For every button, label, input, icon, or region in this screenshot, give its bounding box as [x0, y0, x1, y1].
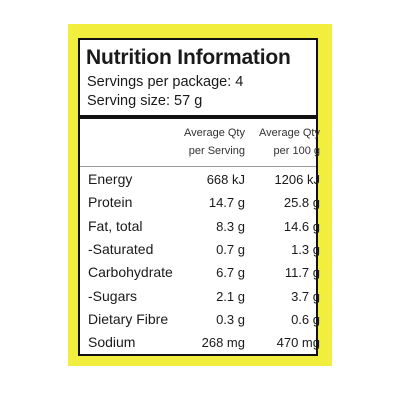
nutrient-name: Sodium [88, 334, 136, 351]
nutrient-name: Carbohydrate [88, 264, 173, 281]
nutrient-value: 14.7 g [208, 195, 245, 211]
nutrition-panel [78, 38, 318, 356]
nutrient-value: 470 mg [276, 335, 320, 351]
column-header: Average Qty [259, 127, 320, 139]
serving-size: Serving size: 57 g [87, 93, 203, 109]
divider [78, 115, 318, 119]
nutrient-value: 668 kJ [206, 172, 245, 187]
nutrient-value: 3.7 g [291, 288, 320, 304]
nutrient-value: 6.7 g [216, 265, 245, 281]
nutrient-name: Dietary Fibre [88, 310, 169, 327]
title: Nutrition Information [86, 46, 291, 69]
nutrient-value: 1206 kJ [274, 172, 320, 187]
nutrient-name: Energy [88, 171, 133, 187]
nutrient-value: 268 mg [201, 335, 245, 351]
nutrient-value: 0.3 g [216, 311, 245, 327]
nutrient-name: -Sugars [88, 287, 138, 304]
nutrient-value: 8.3 g [216, 218, 245, 234]
divider [80, 166, 316, 167]
column-header: per 100 g [273, 145, 320, 157]
nutrient-value: 25.8 g [283, 195, 320, 211]
nutrient-value: 0.7 g [216, 241, 245, 257]
nutrient-value: 14.6 g [283, 218, 320, 234]
nutrient-value: 11.7 g [284, 265, 320, 281]
nutrient-value: 2.1 g [216, 288, 245, 304]
nutrient-value: 0.6 g [291, 311, 320, 327]
nutrient-name: Protein [88, 194, 133, 211]
nutrient-value: 1.3 g [291, 241, 320, 257]
nutrient-name: Fat, total [88, 217, 143, 234]
servings-per-package: Servings per package: 4 [87, 74, 244, 90]
column-header: per Serving [188, 145, 245, 157]
column-header: Average Qty [184, 127, 245, 139]
nutrient-name: -Saturated [88, 240, 154, 257]
